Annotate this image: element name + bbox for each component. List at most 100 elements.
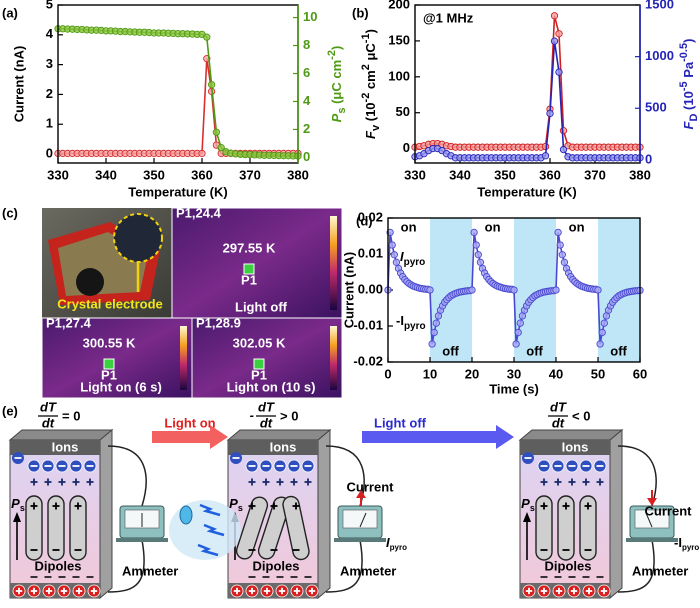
off-label: off xyxy=(610,343,627,358)
dipole-body xyxy=(282,495,310,561)
y-tick-label: -0.02 xyxy=(353,353,383,368)
disc xyxy=(76,268,104,296)
dipole xyxy=(25,495,43,561)
light-bolt xyxy=(203,523,225,537)
y2-tick-label: 10 xyxy=(303,9,317,24)
data-point xyxy=(470,228,478,237)
data-point xyxy=(598,328,606,337)
light-bolt xyxy=(197,543,219,557)
ipyro-label-part: I xyxy=(400,249,404,264)
data-point xyxy=(596,340,604,348)
data-point xyxy=(472,241,480,249)
y-tick-label: 0.02 xyxy=(358,209,383,224)
series-line xyxy=(58,58,298,155)
ammeter-base xyxy=(334,538,386,542)
probe-label: P1 xyxy=(241,272,257,287)
wire xyxy=(617,445,657,507)
rate-num: dT xyxy=(550,399,567,414)
series-line xyxy=(414,41,640,159)
data-point xyxy=(560,258,569,266)
data-point xyxy=(550,12,559,20)
off-label: off xyxy=(526,343,543,358)
data-point xyxy=(426,286,434,294)
ions-label: Ions xyxy=(270,439,297,454)
ion-slab xyxy=(10,440,100,455)
x-tick-label: 60 xyxy=(633,366,647,381)
thermal-image xyxy=(41,317,193,399)
x-tick-label: 380 xyxy=(287,167,309,182)
x-tick-label: 10 xyxy=(423,366,437,381)
rate-rel: < 0 xyxy=(572,408,590,423)
x-tick-label: 40 xyxy=(549,366,563,381)
data-point xyxy=(392,258,401,266)
y-axis-label-part: μC xyxy=(363,43,378,65)
neg-ipyro-label: -Ipyro xyxy=(674,535,699,552)
data-point xyxy=(207,81,216,89)
y2-axis-label-part: (μC cm xyxy=(329,60,344,108)
data-point xyxy=(600,319,608,327)
data-point xyxy=(550,37,559,45)
x-tick-label: 330 xyxy=(404,167,426,182)
neg-ipyro-label-part: pyro xyxy=(404,321,426,332)
ps-label-part: P xyxy=(229,496,238,511)
data-point xyxy=(217,143,225,152)
dipole xyxy=(257,496,291,560)
ammeter-base xyxy=(626,538,678,542)
y2-axis-label: Ps (μC cm-2) xyxy=(326,46,348,123)
probe-label: P1 xyxy=(101,367,117,382)
thermal-image xyxy=(171,207,343,319)
current-label: Current xyxy=(347,479,395,494)
dipole-body xyxy=(69,495,87,561)
data-point xyxy=(474,251,482,259)
neg-ipyro-label-part: pyro xyxy=(682,543,699,552)
ipyro-label-part: I xyxy=(386,535,390,550)
current-label: Current xyxy=(645,503,693,518)
wire xyxy=(325,539,363,593)
x-tick-label: 340 xyxy=(95,167,117,182)
y-axis-label: Current (nA) xyxy=(341,252,356,329)
y-tick-label: 0.00 xyxy=(358,281,383,296)
light-off-arrow xyxy=(362,425,514,449)
data-point xyxy=(552,286,560,294)
on-label: on xyxy=(569,219,585,234)
series-line xyxy=(414,15,640,148)
data-point xyxy=(556,241,564,249)
dipoles-label: Dipoles xyxy=(35,558,82,573)
ion-slab xyxy=(520,440,610,455)
data-point xyxy=(468,286,476,294)
temperature: 300.55 K xyxy=(83,335,136,350)
temperature: 297.55 K xyxy=(223,240,276,255)
series-line xyxy=(58,27,299,157)
ps-label-part: s xyxy=(530,503,535,513)
ammeter-label: Ammeter xyxy=(632,563,688,578)
data-point xyxy=(555,68,563,76)
hot-spot xyxy=(243,263,255,275)
on-label: on xyxy=(485,219,501,234)
y2-tick-label: 2 xyxy=(303,121,310,136)
dipole-body xyxy=(535,495,553,561)
temperature: 302.05 K xyxy=(233,335,286,350)
ps-label-part: s xyxy=(20,503,25,513)
data-point xyxy=(546,109,554,118)
reading: P1,27.4 xyxy=(46,315,92,330)
data-point xyxy=(432,319,440,327)
y-tick-label: 4 xyxy=(46,26,54,41)
data-point xyxy=(555,30,563,38)
y-tick-label: 0 xyxy=(403,140,410,155)
y2-axis-label-part: D xyxy=(688,114,700,122)
ipyro-label-part: pyro xyxy=(404,257,426,268)
plot-frame xyxy=(414,4,641,164)
x-axis-label: Temperature (K) xyxy=(477,184,576,199)
current-arrow xyxy=(356,490,366,506)
rate-prefix: - xyxy=(250,407,254,422)
ammeter-label: Ammeter xyxy=(122,563,178,578)
dipole xyxy=(47,495,65,561)
ammeter-label: Ammeter xyxy=(340,563,396,578)
y2-tick-label: 0 xyxy=(303,149,310,164)
crystal-holder xyxy=(113,213,163,263)
data-point xyxy=(212,128,221,136)
y-axis-label-part: (10 xyxy=(363,102,378,124)
x-axis-label: Temperature (K) xyxy=(128,184,227,199)
dipole-body xyxy=(47,495,65,561)
